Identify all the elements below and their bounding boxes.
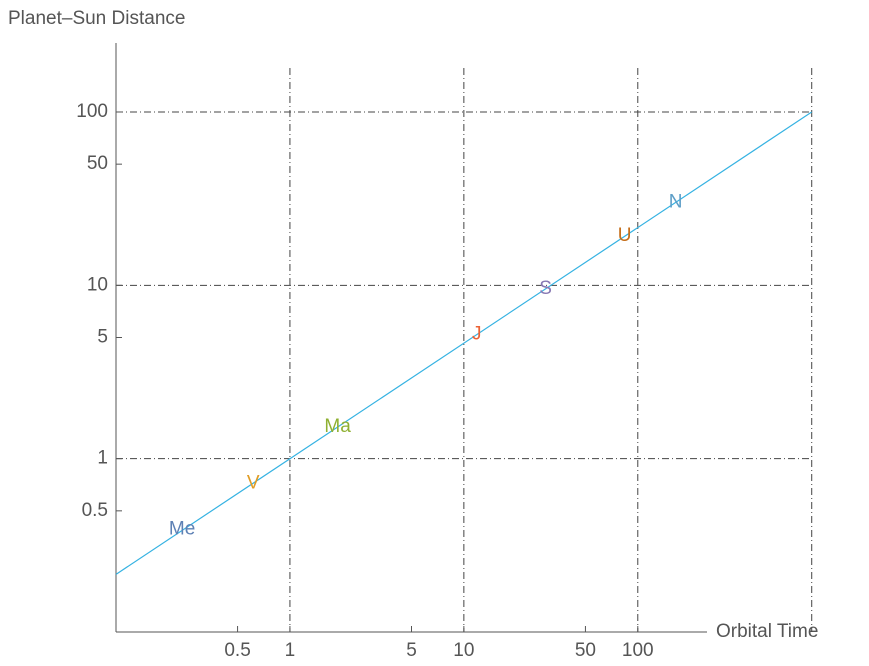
x-tick-label: 5: [406, 640, 417, 661]
planet-label: J: [472, 324, 482, 345]
y-tick-label: 50: [87, 153, 108, 174]
data-line: [115, 111, 813, 575]
y-tick-label: 1: [97, 448, 108, 469]
planet-label: Me: [169, 519, 195, 540]
y-tick-label: 5: [97, 327, 108, 348]
x-tick-label: 1: [285, 640, 296, 661]
planet-label: S: [539, 278, 552, 299]
planet-label: U: [618, 225, 632, 246]
x-tick-label: 50: [575, 640, 596, 661]
y-tick-label: 10: [87, 274, 108, 295]
planet-label: Ma: [324, 416, 351, 437]
y-tick-label: 100: [76, 101, 108, 122]
planet-label: N: [669, 191, 683, 212]
x-tick-label: 0.5: [224, 640, 250, 661]
planet-label: V: [247, 472, 260, 493]
x-axis-label: Orbital Time: [716, 621, 818, 642]
x-tick-label: 10: [453, 640, 474, 661]
y-axis-label: Planet–Sun Distance: [8, 8, 185, 29]
y-tick-label: 0.5: [82, 500, 108, 521]
x-tick-label: 100: [622, 640, 654, 661]
